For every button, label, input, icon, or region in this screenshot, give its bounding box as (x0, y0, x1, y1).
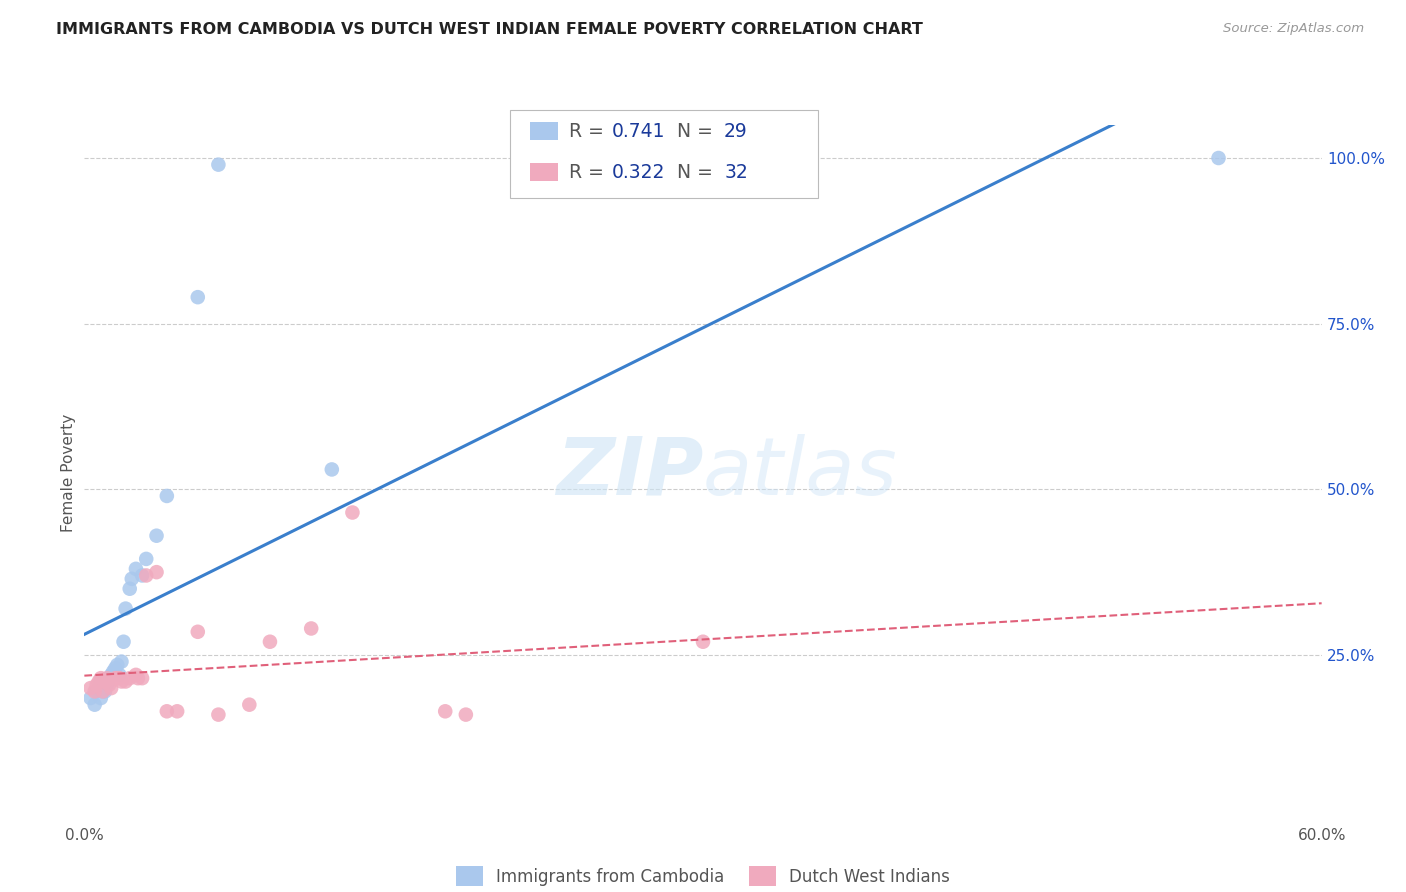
Point (1208, 151, 1230, 165)
Point (108, 671, 131, 685)
Point (100, 681, 122, 695)
Text: IMMIGRANTS FROM CAMBODIA VS DUTCH WEST INDIAN FEMALE POVERTY CORRELATION CHART: IMMIGRANTS FROM CAMBODIA VS DUTCH WEST I… (56, 22, 924, 37)
Point (90, 674, 112, 689)
Point (127, 671, 149, 685)
Point (91, 684, 114, 698)
Point (156, 704, 179, 718)
Point (94, 674, 117, 689)
Point (131, 671, 153, 685)
Point (692, 634, 714, 648)
Point (207, 158, 229, 172)
Point (98, 671, 121, 685)
Point (110, 674, 132, 689)
Text: 29: 29 (724, 121, 748, 141)
Text: R =: R = (569, 121, 610, 141)
Point (83, 684, 105, 698)
Point (83, 698, 105, 712)
Point (342, 506, 364, 520)
Point (87, 681, 110, 695)
Point (454, 707, 477, 722)
Point (207, 707, 229, 722)
Point (79, 681, 101, 695)
Point (135, 552, 157, 566)
Point (94, 684, 117, 698)
Text: N =: N = (665, 121, 718, 141)
Point (166, 704, 188, 718)
Text: 0.322: 0.322 (612, 162, 665, 182)
Point (98, 678, 121, 692)
Point (86, 678, 108, 692)
Point (125, 562, 148, 576)
Point (104, 661, 127, 675)
Point (118, 582, 141, 596)
Y-axis label: Female Poverty: Female Poverty (60, 414, 76, 532)
Point (156, 489, 179, 503)
Point (91, 684, 114, 698)
Point (100, 668, 122, 682)
Point (86, 684, 108, 698)
Point (145, 529, 167, 543)
Point (434, 704, 457, 718)
Text: atlas: atlas (703, 434, 898, 512)
Point (96, 671, 118, 685)
Text: ZIP: ZIP (555, 434, 703, 512)
Point (131, 568, 153, 582)
Point (79, 691, 101, 706)
Point (135, 568, 157, 582)
Point (112, 634, 135, 648)
Text: N =: N = (665, 162, 718, 182)
Point (114, 601, 136, 615)
Point (125, 668, 148, 682)
Text: 0.741: 0.741 (612, 121, 665, 141)
Point (121, 572, 143, 586)
Point (90, 671, 112, 685)
Point (87, 674, 110, 689)
Point (299, 622, 322, 636)
Point (114, 674, 136, 689)
Point (105, 671, 128, 685)
Point (187, 290, 209, 304)
Text: 32: 32 (724, 162, 748, 182)
Point (90, 691, 112, 706)
Point (145, 565, 167, 579)
Text: R =: R = (569, 162, 610, 182)
Point (108, 668, 131, 682)
Point (96, 678, 118, 692)
Point (110, 655, 132, 669)
Point (187, 624, 209, 639)
Legend: Immigrants from Cambodia, Dutch West Indians: Immigrants from Cambodia, Dutch West Ind… (450, 860, 956, 892)
Point (118, 671, 141, 685)
Point (105, 657, 128, 672)
Text: Source: ZipAtlas.com: Source: ZipAtlas.com (1223, 22, 1364, 36)
Point (104, 671, 127, 685)
Point (259, 634, 281, 648)
Point (321, 462, 343, 476)
Point (238, 698, 260, 712)
Point (103, 665, 125, 679)
